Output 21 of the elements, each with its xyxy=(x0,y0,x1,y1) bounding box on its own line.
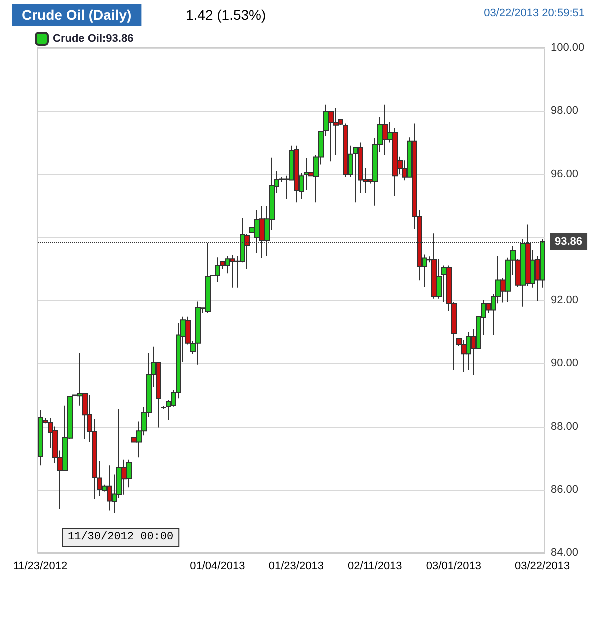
y-tick-label: 100.00 xyxy=(551,42,585,54)
x-tick-label: 01/23/2013 xyxy=(268,560,324,572)
x-tick-label: 02/11/2013 xyxy=(348,560,402,572)
candlestick xyxy=(304,158,309,191)
y-tick-label: 84.00 xyxy=(551,547,579,559)
ref-line-label: 93.86 xyxy=(555,236,583,248)
y-tick-label: 96.00 xyxy=(551,168,579,180)
text: 03/22/2013 20:59:51 xyxy=(484,8,586,20)
y-tick-label: 88.00 xyxy=(551,420,579,433)
x-tick-label: 03/22/2013 xyxy=(515,560,570,572)
chart-title: Crude Oil (Daily) xyxy=(22,7,132,23)
annotation: 11/30/2012 00:00 xyxy=(68,532,174,544)
chart-subtitle: 1.42 (1.53%) xyxy=(186,7,266,23)
y-tick-label: 98.00 xyxy=(551,105,579,118)
x-tick-label: 03/01/2013 xyxy=(426,560,482,572)
x-tick-label: 01/04/2013 xyxy=(190,560,246,572)
legend-label: Crude Oil:93.86 xyxy=(53,33,134,45)
y-tick-label: 92.00 xyxy=(551,294,579,306)
y-tick-label: 86.00 xyxy=(551,484,579,496)
x-tick-label: 11/23/2012 xyxy=(13,560,68,572)
y-tick-label: 90.00 xyxy=(551,358,579,370)
